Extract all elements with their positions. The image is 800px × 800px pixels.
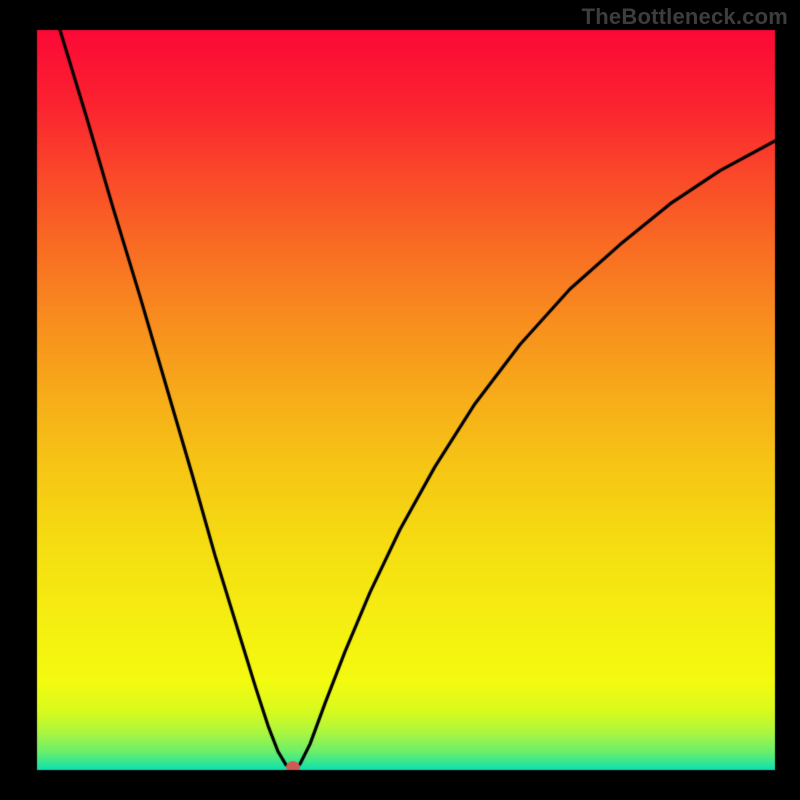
chart-canvas — [0, 0, 800, 800]
